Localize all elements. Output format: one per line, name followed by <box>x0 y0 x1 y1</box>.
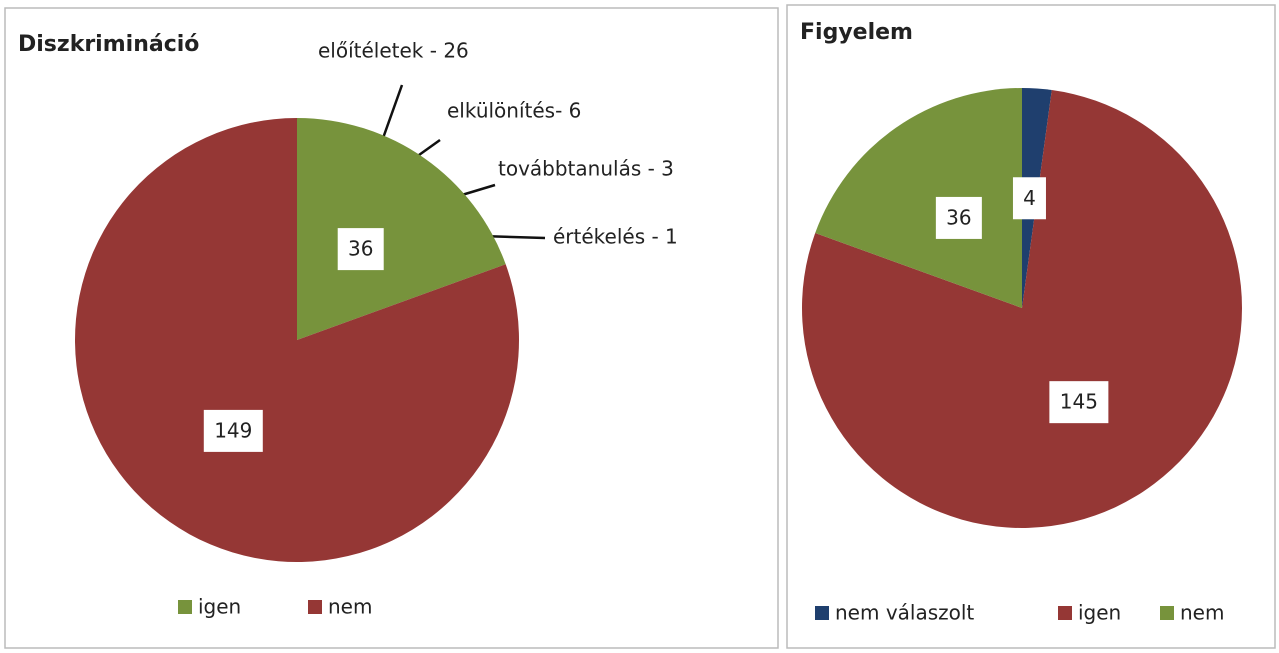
data-label-box <box>337 228 384 271</box>
legend-label: nem <box>1180 601 1224 625</box>
legend-label: nem <box>328 595 372 619</box>
pie-slice <box>297 118 506 340</box>
annotation: előítéletek - 26 <box>318 39 469 63</box>
data-label-box <box>1049 381 1109 424</box>
chart-title: Figyelem <box>800 20 913 45</box>
annotation: elkülönítés- 6 <box>447 99 581 123</box>
data-label-box <box>935 196 982 239</box>
data-label-box <box>203 409 263 452</box>
data-label: 36 <box>348 237 373 261</box>
data-label: 36 <box>946 205 971 229</box>
legend-label: nem válaszolt <box>835 601 974 625</box>
legend-swatch <box>308 600 322 614</box>
pie-slice <box>75 118 519 562</box>
pie-slice <box>815 88 1022 308</box>
data-label: 149 <box>214 418 252 442</box>
legend-label: igen <box>198 595 241 619</box>
legend-swatch <box>1160 606 1174 620</box>
legend-swatch <box>815 606 829 620</box>
legend-swatch <box>178 600 192 614</box>
legend-swatch <box>1058 606 1072 620</box>
legend-label: igen <box>1078 601 1121 625</box>
data-label: 4 <box>1023 186 1036 210</box>
annotation: továbbtanulás - 3 <box>498 157 674 181</box>
data-label: 145 <box>1060 390 1098 414</box>
data-label-box <box>1012 177 1046 220</box>
chart-title: Diszkrimináció <box>18 32 199 57</box>
pie-slice <box>801 90 1242 528</box>
annotation: értékelés - 1 <box>553 225 678 249</box>
